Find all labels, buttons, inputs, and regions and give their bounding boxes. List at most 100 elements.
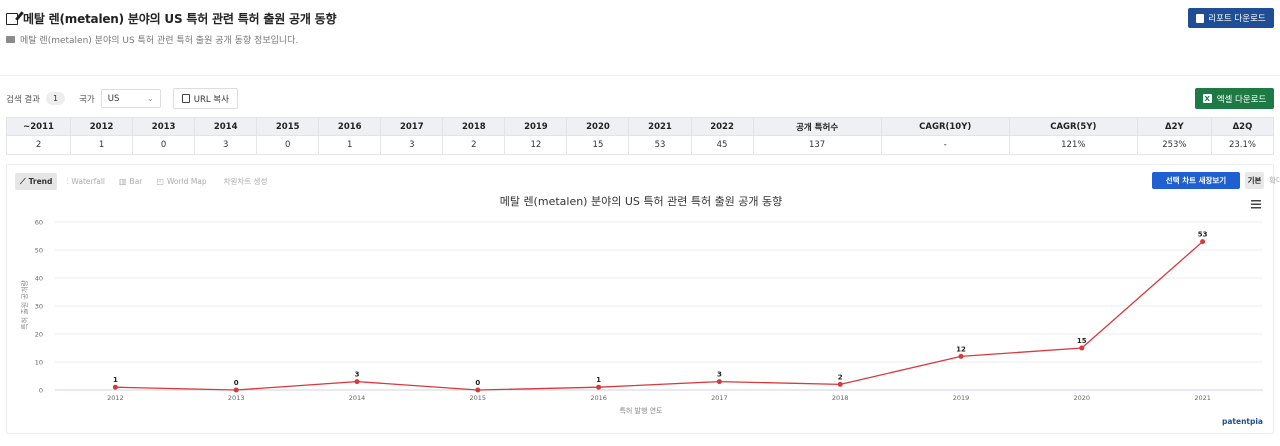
trend-chart: 메탈 렌(metalen) 분야의 US 특허 관련 특허 출원 공개 동향 0… (20, 195, 1263, 426)
table-header-cell: CAGR(10Y) (880, 117, 1010, 136)
data-point[interactable] (1079, 345, 1085, 351)
data-point[interactable] (475, 387, 481, 393)
table-cell: 0 (132, 135, 196, 155)
x-tick-label: 2012 (107, 394, 124, 402)
table-cell: 3 (194, 135, 258, 155)
bar-icon: ▥ (118, 177, 127, 186)
tab-waterfall[interactable]: ⫶ Waterfall (61, 173, 110, 190)
data-point[interactable] (837, 381, 843, 387)
data-point[interactable] (716, 379, 722, 385)
edit-document-icon (6, 12, 18, 25)
table-header-cell: 2022 (690, 117, 754, 136)
y-tick-label: 0 (39, 387, 43, 395)
data-label: 3 (717, 371, 722, 379)
data-point[interactable] (1200, 239, 1206, 245)
table-cell: 3 (380, 135, 444, 155)
x-tick-label: 2013 (228, 394, 245, 402)
table-header-cell: 2020 (566, 117, 630, 136)
filter-bar: 검색 결과 1 국가 US ⌄ URL 복사 (6, 88, 238, 109)
table-header-cell: 2013 (132, 117, 196, 136)
copy-icon (181, 94, 190, 103)
chart-type-tabs: ⟋ Trend ⫶ Waterfall ▥ Bar ◰ World Map 차원차트 생성 (15, 173, 272, 190)
table-cell: 1 (318, 135, 382, 155)
document-icon (1196, 13, 1205, 23)
y-tick-label: 30 (35, 303, 43, 311)
tab-label: Bar (129, 177, 143, 186)
excel-icon: X (1202, 94, 1212, 103)
hamburger-menu-icon[interactable] (1251, 200, 1261, 209)
table-cell: - (880, 135, 1010, 155)
tag-icon (6, 36, 15, 43)
table-cell: 15 (566, 135, 630, 155)
y-axis-label: 특허 출원 공개량 (20, 280, 29, 330)
result-count-badge: 1 (45, 92, 66, 105)
table-header-cell: 2017 (380, 117, 444, 136)
x-tick-label: 2015 (470, 394, 487, 402)
page-header: 메탈 렌(metalen) 분야의 US 특허 관련 특허 출원 공개 동향 (6, 10, 337, 27)
table-cell: 45 (690, 135, 754, 155)
chevron-down-icon: ⌄ (147, 94, 154, 103)
view-expand-toggle[interactable]: 확대 (1269, 176, 1280, 185)
data-point[interactable] (112, 384, 118, 390)
page-title: 메탈 렌(metalen) 분야의 US 특허 관련 특허 출원 공개 동향 (23, 12, 337, 26)
x-tick-label: 2014 (349, 394, 366, 402)
country-select-value: US (107, 93, 120, 104)
tab-trend[interactable]: ⟋ Trend (15, 173, 58, 190)
data-point[interactable] (233, 387, 239, 393)
table-row: 2 1 0 3 0 1 3 2 12 15 53 45 137-121% 253% 23.1% (5, 135, 1275, 155)
tab-bar[interactable]: ▥ Bar (114, 173, 147, 190)
table-cell: 23.1% (1210, 135, 1275, 155)
trend-icon: ⟋ (20, 176, 26, 186)
data-label: 1 (596, 376, 601, 384)
x-tick-label: 2017 (711, 394, 728, 402)
excel-download-button[interactable]: X 엑셀 다운로드 (1195, 88, 1274, 109)
url-copy-button[interactable]: URL 복사 (172, 88, 238, 109)
table-cell: 1 (70, 135, 134, 155)
excel-download-label: 엑셀 다운로드 (1216, 94, 1267, 105)
x-axis-label: 특허 발행 연도 (619, 406, 663, 415)
data-label: 3 (355, 371, 360, 379)
table-header-cell: 2014 (194, 117, 258, 136)
table-header-cell: 2019 (504, 117, 568, 136)
report-download-label: 리포트 다운로드 (1208, 14, 1266, 24)
tab-world-map[interactable]: ◰ World Map (151, 173, 211, 190)
table-cell: 2 (5, 135, 72, 155)
data-label: 53 (1198, 231, 1208, 239)
tab-차원차트-생성[interactable]: 차원차트 생성 (216, 173, 273, 190)
data-point[interactable] (596, 384, 602, 390)
table-header-row: ~2011 2012 2013 2014 2015 2016 2017 2018 2019 202… (5, 117, 1275, 136)
x-tick-label: 2016 (590, 394, 607, 402)
data-label: 12 (956, 345, 966, 353)
y-tick-label: 60 (35, 219, 43, 227)
data-point[interactable] (958, 353, 964, 359)
data-label: 2 (838, 373, 843, 381)
table-cell: 12 (504, 135, 568, 155)
y-tick-label: 50 (35, 247, 43, 255)
table-header-cell: Δ2Q (1210, 117, 1275, 136)
table-cell: 121% (1008, 135, 1138, 155)
page-subtitle-row: 메탈 렌(metalen) 분야의 US 특허 관련 특허 출원 공개 동향 정… (6, 33, 298, 46)
table-header-cell: 2012 (70, 117, 134, 136)
x-tick-label: 2021 (1194, 394, 1211, 402)
patentpia-credit: patentpia (1222, 417, 1263, 426)
data-point[interactable] (354, 379, 360, 385)
table-header-cell: CAGR(5Y) (1008, 117, 1138, 136)
data-label: 0 (475, 379, 480, 387)
country-select[interactable]: US ⌄ (100, 89, 161, 108)
table-header-cell: 2015 (256, 117, 320, 136)
x-tick-label: 2020 (1074, 394, 1091, 402)
tab-label: 차원차트 생성 (223, 177, 268, 186)
table-cell: 53 (628, 135, 692, 155)
y-tick-label: 10 (35, 359, 43, 367)
table-cell: 137 (752, 135, 882, 155)
view-basic-toggle[interactable]: 기본 (1245, 172, 1264, 189)
report-download-button[interactable]: 리포트 다운로드 (1188, 8, 1274, 28)
x-tick-label: 2018 (832, 394, 849, 402)
y-tick-label: 20 (35, 331, 43, 339)
page-subtitle: 메탈 렌(metalen) 분야의 US 특허 관련 특허 출원 공개 동향 정… (20, 36, 299, 46)
data-label: 15 (1077, 337, 1087, 345)
table-header-cell: ~2011 (5, 117, 72, 136)
url-copy-label: URL 복사 (193, 94, 229, 105)
open-chart-new-window-button[interactable]: 선택 차트 새창보기 (1152, 172, 1240, 189)
data-label: 1 (113, 376, 118, 384)
